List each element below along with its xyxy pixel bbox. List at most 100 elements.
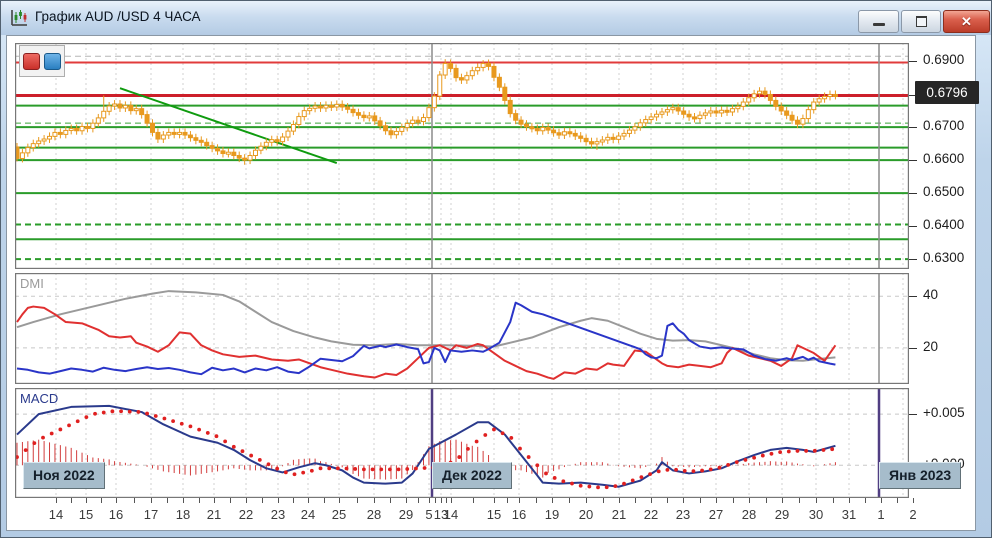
current-price-label: 0.6796 (915, 81, 979, 104)
time-tick (849, 498, 850, 503)
time-tick (417, 498, 419, 503)
time-tick (151, 498, 152, 503)
time-tick (339, 498, 340, 503)
day-label: 2 (909, 507, 917, 522)
time-tick (519, 498, 520, 503)
time-tick (230, 498, 231, 503)
day-label: 18 (175, 507, 191, 522)
window-titlebar[interactable]: График AUD /USD 4 ЧАСА ✕ (1, 1, 991, 35)
time-tick (782, 498, 783, 503)
time-tick (602, 498, 604, 503)
day-label: 17 (143, 507, 159, 522)
day-label: 16 (511, 507, 527, 522)
time-tick (586, 498, 587, 503)
macd-indicator-chart[interactable] (15, 388, 909, 498)
day-label: 22 (643, 507, 659, 522)
day-label: 24 (300, 507, 316, 522)
time-tick (446, 498, 447, 503)
day-label: 28 (741, 507, 757, 522)
dmi-panel-label: DMI (20, 276, 44, 291)
time-tick (262, 498, 263, 503)
day-label: 22 (238, 507, 254, 522)
day-label: 14 (443, 507, 459, 522)
day-label: 27 (708, 507, 724, 522)
time-tick (832, 498, 834, 503)
day-label: 30 (808, 507, 824, 522)
day-label: 16 (108, 507, 124, 522)
day-label: 29 (774, 507, 790, 522)
time-tick (494, 498, 495, 503)
maximize-button[interactable] (901, 10, 941, 33)
dmi-indicator-chart[interactable] (15, 273, 909, 384)
time-tick (569, 498, 570, 503)
minimize-icon (872, 23, 885, 26)
price-tick (909, 296, 917, 298)
time-tick (406, 498, 407, 503)
minimize-button[interactable] (858, 10, 899, 33)
macd-tick-label: +0.005 (923, 405, 965, 421)
time-tick (881, 498, 882, 503)
price-tick-label: 0.6300 (923, 250, 965, 266)
day-label: 20 (578, 507, 594, 522)
time-tick (472, 498, 474, 503)
time-tick (732, 498, 734, 503)
price-tick-label: 0.6600 (923, 151, 965, 167)
day-label: 28 (366, 507, 382, 522)
time-tick (56, 498, 57, 503)
day-label: 29 (398, 507, 414, 522)
day-label: 23 (675, 507, 691, 522)
time-tick (799, 498, 800, 503)
macd-panel-label: MACD (20, 391, 59, 406)
price-tick (909, 61, 917, 63)
price-tick (909, 127, 917, 129)
time-tick (198, 498, 200, 503)
close-icon: ✕ (961, 14, 972, 29)
day-label: 13 (433, 507, 449, 522)
price-tick (909, 226, 917, 228)
time-tick (214, 498, 215, 503)
time-tick (749, 498, 750, 503)
time-tick (429, 498, 430, 503)
time-tick (506, 498, 508, 503)
time-tick (716, 498, 717, 503)
day-label: 15 (78, 507, 94, 522)
time-tick (390, 498, 391, 503)
time-tick (71, 498, 72, 503)
time-tick (86, 498, 87, 503)
candlestick-chart-icon (11, 10, 27, 26)
price-tick (909, 347, 917, 349)
maximize-icon (915, 16, 927, 27)
time-tick (183, 498, 184, 503)
day-label: 1 (877, 507, 885, 522)
window-title: График AUD /USD 4 ЧАСА (35, 9, 201, 24)
blue-marker-button[interactable] (44, 52, 61, 70)
day-label: 15 (486, 507, 502, 522)
day-label: 21 (611, 507, 627, 522)
price-tick (909, 160, 917, 162)
red-marker-button[interactable] (23, 52, 40, 70)
day-label: 25 (331, 507, 347, 522)
time-tick (816, 498, 817, 503)
time-tick (308, 498, 309, 503)
month-label: Дек 2022 (432, 462, 512, 489)
time-tick (651, 498, 652, 503)
day-label: 5 (425, 507, 433, 522)
day-label: 23 (270, 507, 286, 522)
day-label: 14 (48, 507, 64, 522)
price-tick (909, 193, 917, 195)
time-tick (699, 498, 701, 503)
price-tick-label: 0.6700 (923, 118, 965, 134)
time-tick (897, 498, 898, 503)
close-button[interactable]: ✕ (943, 10, 990, 33)
chart-toolbar (19, 45, 65, 77)
time-tick (619, 498, 620, 503)
main-price-chart[interactable] (15, 43, 909, 269)
time-tick (116, 498, 117, 503)
time-tick (101, 498, 102, 503)
time-tick (535, 498, 537, 503)
time-tick (441, 498, 442, 503)
day-label: 21 (206, 507, 222, 522)
month-label: Ноя 2022 (23, 462, 105, 489)
time-tick (765, 498, 767, 503)
time-tick (435, 498, 436, 503)
